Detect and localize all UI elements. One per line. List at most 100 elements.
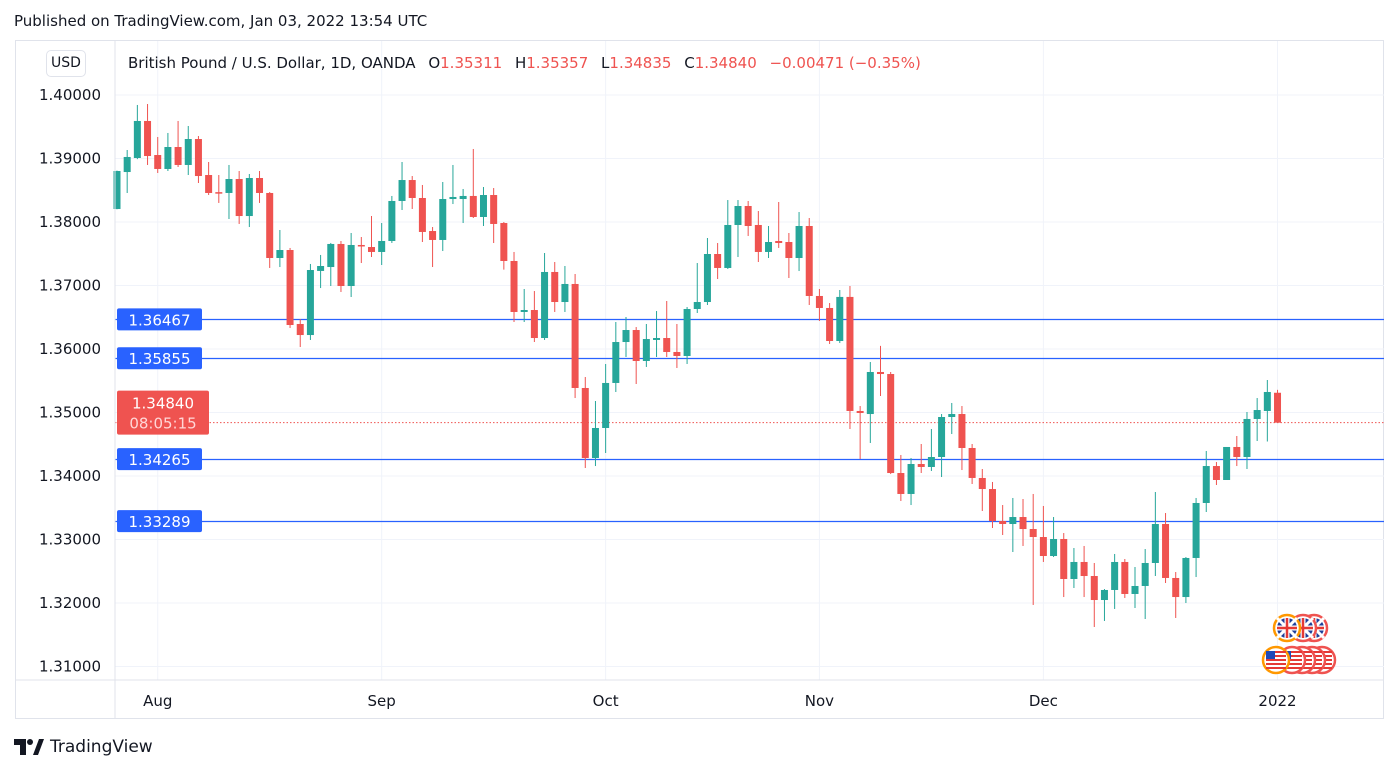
y-tick-label: 1.38000 <box>39 213 101 231</box>
candle <box>469 148 477 218</box>
candle-body <box>347 244 355 287</box>
candle-body <box>459 195 467 200</box>
candle-body <box>683 308 691 356</box>
candle-body <box>856 410 864 414</box>
price-labels: 1.36467 1.35855 1.34265 1.33289 1.34840 08:05… <box>117 308 209 533</box>
logo-text: TradingView <box>50 737 153 757</box>
candle <box>317 254 325 289</box>
candle-body <box>378 240 386 252</box>
flag-stripe <box>1266 667 1286 669</box>
candle-body <box>744 205 752 227</box>
candle-body <box>154 155 162 169</box>
currency-button[interactable]: USD <box>46 50 86 77</box>
candle <box>785 232 793 279</box>
candle-body <box>927 457 935 467</box>
candle-body <box>123 156 131 173</box>
candle-body <box>785 242 793 259</box>
candle-body <box>530 310 538 339</box>
candle-body <box>144 120 152 157</box>
flag-stripe <box>1282 655 1302 657</box>
candle <box>927 429 935 471</box>
candle-body <box>846 296 854 411</box>
candle <box>479 187 487 227</box>
candle-body <box>225 179 233 193</box>
candle-body <box>1233 446 1241 458</box>
candle-body <box>500 223 508 261</box>
candle <box>866 362 874 443</box>
candle <box>856 406 864 459</box>
candle <box>286 247 294 328</box>
candle <box>1100 589 1108 621</box>
candle-body <box>133 120 141 158</box>
candle-body <box>805 226 813 296</box>
candle <box>632 327 640 384</box>
candle-body <box>306 270 314 336</box>
tradingview-logo[interactable]: TradingView <box>14 737 153 757</box>
candle-body <box>734 205 742 225</box>
candle-body <box>429 231 437 240</box>
x-tick-label: Sep <box>368 692 396 710</box>
candle <box>500 222 508 270</box>
candle <box>1121 558 1129 598</box>
candle <box>907 458 915 506</box>
y-tick-label: 1.37000 <box>39 277 101 295</box>
candle <box>846 286 854 430</box>
candle <box>642 323 650 367</box>
flag-stripe <box>1282 667 1302 669</box>
y-tick-label: 1.39000 <box>39 150 101 168</box>
level-label-text: 1.34265 <box>128 451 190 469</box>
candle <box>917 443 925 474</box>
candle <box>948 402 956 435</box>
candle <box>988 481 996 529</box>
candle-body <box>388 200 396 241</box>
candle <box>938 414 946 478</box>
candle <box>1172 572 1180 618</box>
candle <box>174 120 182 168</box>
candle <box>775 201 783 248</box>
candle <box>612 322 620 392</box>
candle <box>703 238 711 305</box>
candle <box>1253 398 1261 442</box>
candle <box>1019 498 1027 546</box>
candle <box>459 188 467 224</box>
candle <box>581 377 589 468</box>
chart-frame <box>15 40 1384 719</box>
candle <box>1263 379 1271 442</box>
candle <box>1202 450 1210 513</box>
x-tick-label: Oct <box>593 692 619 710</box>
candle <box>439 181 447 252</box>
candle <box>510 251 518 323</box>
candle-body <box>510 260 518 312</box>
open-label: O <box>428 54 441 72</box>
level-label-bg <box>117 347 202 370</box>
x-tick-label: Nov <box>805 692 834 710</box>
last-price-bg <box>117 390 209 435</box>
flag-cross-red <box>1277 618 1297 638</box>
level-label-text: 1.35855 <box>128 350 190 368</box>
tradingview-logo-icon <box>14 739 44 755</box>
candle <box>429 227 437 268</box>
candle-body <box>256 177 264 193</box>
candle-body <box>276 250 284 259</box>
level-label-bg <box>117 510 202 533</box>
candle <box>133 104 141 160</box>
y-tick-label: 1.36000 <box>39 340 101 358</box>
level-price-label: 1.35855 <box>117 347 202 370</box>
candle-body <box>245 177 253 217</box>
candle-body <box>622 330 630 343</box>
candle-body <box>897 473 905 494</box>
candle <box>877 345 884 396</box>
flag-stripe <box>1266 663 1286 665</box>
candle <box>765 226 773 259</box>
candle <box>1090 562 1098 628</box>
price-axis: 1.40000 1.39000 1.38000 1.37000 1.36000 1.350… <box>39 41 116 719</box>
candle-body <box>235 179 243 217</box>
candle-body <box>988 489 996 522</box>
candle <box>958 406 966 471</box>
candle <box>184 125 192 176</box>
candle-body <box>327 243 335 268</box>
candle <box>724 200 732 269</box>
close-value: 1.34840 <box>694 54 757 72</box>
candle <box>887 371 895 475</box>
